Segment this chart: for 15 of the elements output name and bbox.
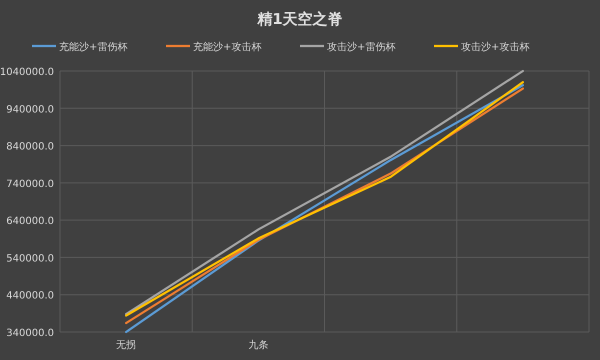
y-tick-label: 840000.0 bbox=[6, 142, 54, 153]
x-tick-label: 无拐 bbox=[116, 339, 136, 351]
legend-label: 充能沙+攻击杯 bbox=[193, 41, 262, 53]
y-tick-label: 440000.0 bbox=[6, 290, 54, 302]
legend-label: 攻击沙+雷伤杯 bbox=[327, 41, 396, 53]
y-tick-label: 940000.0 bbox=[6, 104, 54, 116]
y-tick-label: 640000.0 bbox=[6, 216, 54, 228]
y-tick-label: 740000.0 bbox=[6, 178, 54, 190]
y-tick-label: 340000.0 bbox=[6, 328, 54, 339]
legend-label: 攻击沙+攻击杯 bbox=[461, 41, 530, 53]
legend-label: 充能沙+雷伤杯 bbox=[59, 41, 128, 53]
y-tick-label: 1040000.0 bbox=[0, 67, 54, 78]
y-tick-label: 540000.0 bbox=[6, 253, 54, 264]
x-tick-label: 九条 bbox=[248, 339, 268, 351]
chart-title: 精1天空之脊 bbox=[256, 10, 343, 28]
